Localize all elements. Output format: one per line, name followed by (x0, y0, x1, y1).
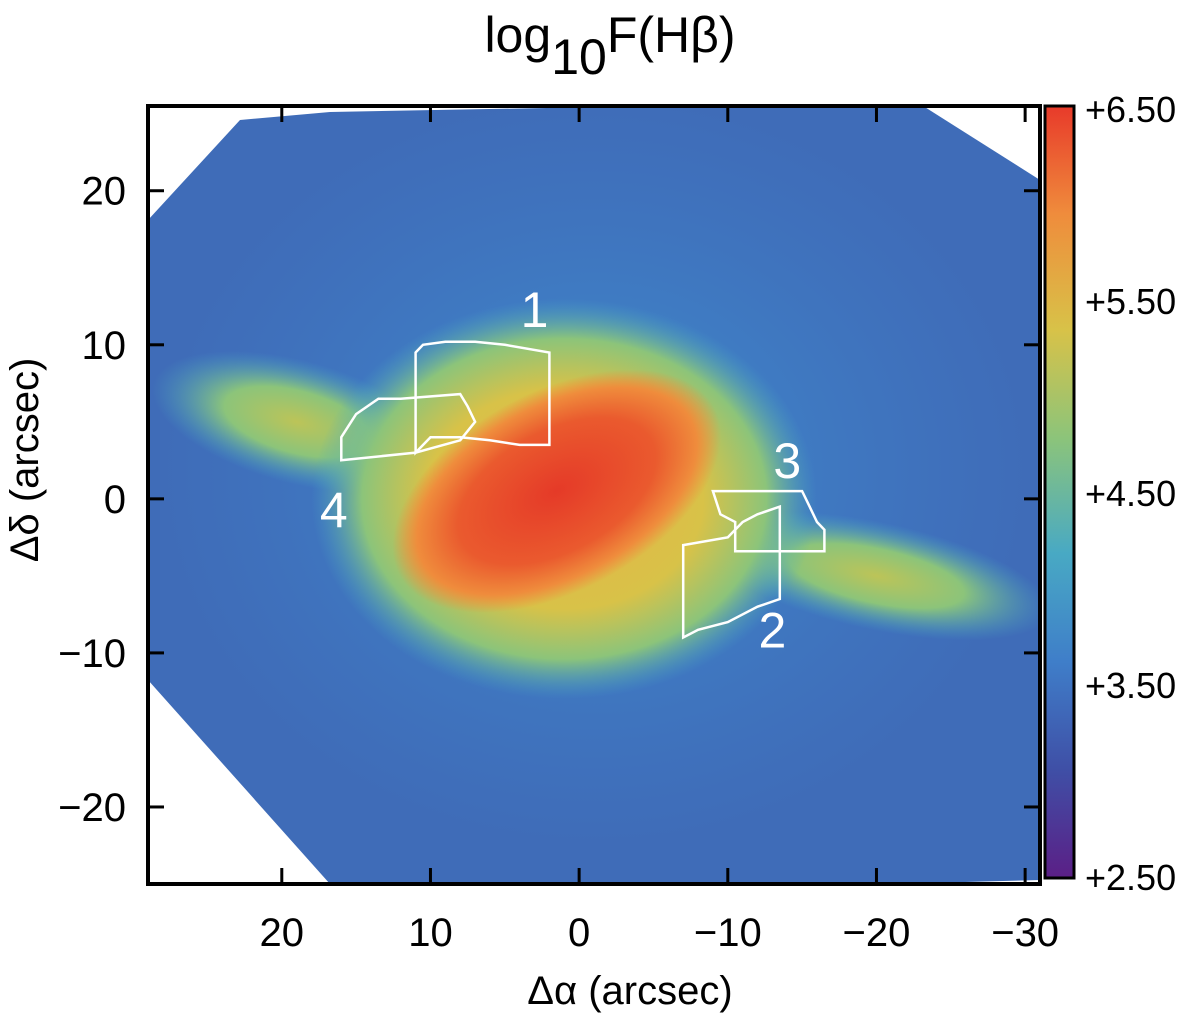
x-axis-label: Δα (arcsec) (527, 969, 732, 1013)
colorbar-tick-label: +4.50 (1085, 473, 1176, 514)
x-tick-label: −10 (694, 911, 762, 955)
chart-title: log10F(Hβ) (484, 7, 735, 85)
colorbar (1043, 104, 1076, 880)
flux-map (148, 106, 1040, 884)
colorbar-tick-label: +5.50 (1085, 281, 1176, 322)
x-tick-label: −30 (991, 911, 1059, 955)
y-tick-label: −20 (58, 786, 126, 830)
colorbar-tick-label: +3.50 (1085, 665, 1176, 706)
y-tick-label: 10 (82, 324, 127, 368)
x-tick-label: 10 (408, 911, 453, 955)
plot-frame (146, 104, 1042, 886)
region-1-outline (414, 340, 551, 456)
x-tick-label: 20 (260, 911, 305, 955)
region-2-outline (681, 504, 782, 640)
region-4-outline (340, 392, 477, 462)
y-axis-label: Δδ (arcsec) (3, 358, 47, 563)
y-tick-label: 20 (82, 170, 127, 214)
x-tick-label: 0 (568, 911, 590, 955)
colorbar-tick-label: +2.50 (1085, 857, 1176, 898)
x-tick-label: −20 (843, 911, 911, 955)
inner-bar (392, 369, 722, 613)
region-4-label: 4 (320, 482, 348, 538)
region-2-label: 2 (758, 603, 786, 659)
y-tick-label: 0 (104, 478, 126, 522)
region-3-label: 3 (773, 433, 801, 489)
colorbar-tick-label: +6.50 (1085, 89, 1176, 130)
y-tick-label: −10 (58, 632, 126, 676)
region-3-outline (711, 489, 826, 553)
region-1-label: 1 (521, 282, 549, 338)
